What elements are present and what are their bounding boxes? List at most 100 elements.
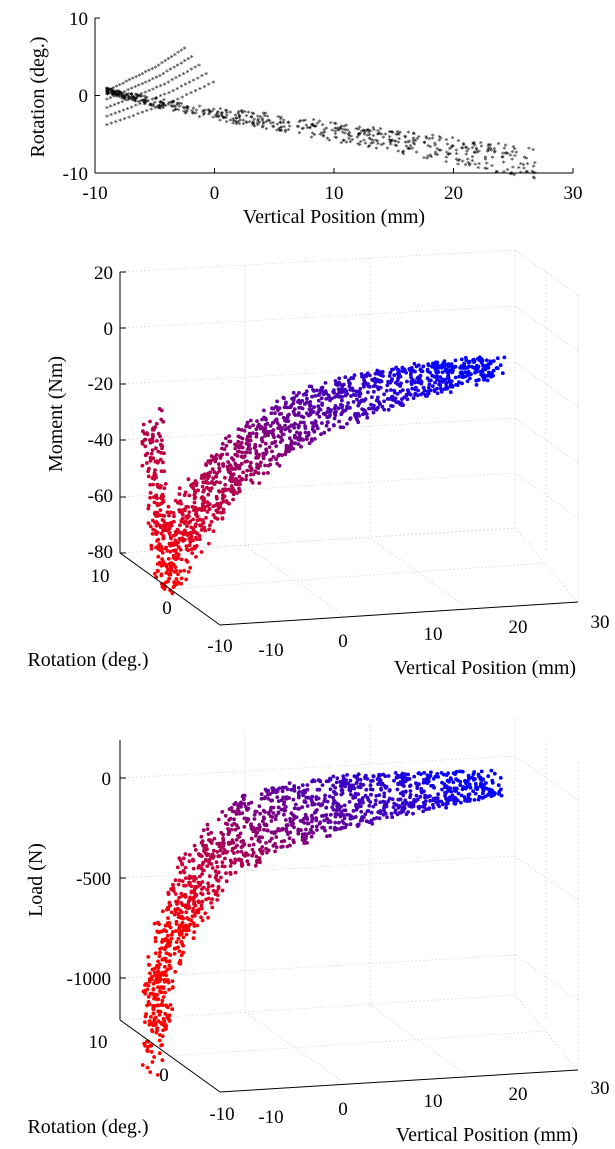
plot2-point: [156, 537, 161, 542]
plot1-point: *: [433, 142, 437, 151]
plot2-point: [468, 372, 473, 376]
plot3-point: [181, 924, 186, 929]
plot1-point: *: [449, 144, 453, 153]
plot2-point: [209, 519, 214, 524]
plot2-point: [312, 405, 316, 409]
plot3-point: [465, 799, 469, 803]
plot2-point: [304, 392, 308, 397]
plot1-point: *: [409, 143, 413, 152]
plot3-point: [423, 795, 427, 800]
plot1-point: *: [374, 137, 378, 146]
plot2-point: [220, 452, 225, 457]
plot3-point: [242, 797, 246, 802]
plot3-point: [158, 947, 163, 951]
plot1-point: *: [122, 95, 126, 104]
plot3-point: [369, 810, 374, 815]
plot3-point: [199, 915, 203, 920]
plot3-point: [149, 1050, 154, 1054]
plot2-point: [315, 388, 319, 393]
plot1-point: *: [172, 103, 176, 112]
plot3-point: [385, 815, 389, 820]
plot1-point: *: [207, 107, 211, 116]
plot2-point: [155, 522, 160, 526]
plot2-point: [439, 389, 444, 394]
plot3-point: [314, 824, 319, 829]
plot1-point: *: [133, 97, 137, 106]
plot2-point: [248, 418, 253, 423]
plot3-point: [435, 772, 440, 776]
plot1-point: *: [120, 98, 124, 107]
plot2-point: [179, 576, 184, 581]
plot2-point: [182, 521, 187, 526]
plot1-point: *: [532, 175, 536, 184]
plot3-point: [172, 946, 177, 951]
plot3-point: [282, 800, 287, 805]
plot2-point: [498, 363, 503, 368]
plot2-point: [438, 375, 443, 379]
plot3-point: [412, 797, 417, 802]
plot3-point: [215, 865, 220, 869]
plot1-point: *: [111, 84, 115, 93]
plot3-point: [252, 813, 257, 817]
plot2-point: [177, 492, 182, 496]
plot3-point: [198, 881, 203, 885]
plot2-point: [199, 524, 204, 528]
plot3-point: [201, 828, 206, 832]
plot3-point: [168, 953, 173, 957]
plot2-point: [316, 398, 321, 403]
plot3-point: [178, 933, 182, 937]
plot3-point: [229, 860, 234, 865]
plot2-point: [160, 557, 165, 561]
plot3-z-axis-label: Load (N): [25, 843, 47, 917]
plot1-y-axis-label: Rotation (deg.): [27, 36, 49, 157]
plot3-point: [441, 772, 446, 777]
plot1-point: *: [395, 142, 399, 151]
plot1-point: *: [138, 92, 142, 101]
plot1-point: *: [455, 156, 459, 165]
plot3-point: [361, 800, 365, 805]
plot1-point: *: [380, 131, 384, 140]
plot3-point: [181, 856, 186, 861]
plot2-point: [229, 473, 234, 478]
plot3-point: [173, 892, 178, 896]
plot1-points: ****************************************…: [105, 45, 537, 184]
plot1-point: *: [426, 142, 430, 151]
plot2-point: [210, 480, 215, 485]
plot2-point: [283, 452, 287, 457]
plot1-point: *: [198, 103, 202, 112]
plot3-point: [338, 784, 343, 788]
plot1-point: *: [136, 92, 140, 101]
plot3-point: [267, 811, 271, 816]
plot1-point: *: [251, 110, 255, 119]
plot3-point: [171, 889, 176, 893]
plot2-point: [202, 504, 207, 509]
plot1-point: *: [105, 85, 109, 94]
plot3-point: [338, 805, 342, 810]
plot3-point: [160, 957, 165, 962]
plot3-point: [475, 787, 480, 792]
plot2-point: [313, 394, 318, 398]
plot3-point: [363, 812, 368, 817]
plot2-point: [430, 384, 435, 388]
plot3-point: [153, 973, 158, 978]
plot2-point: [220, 489, 225, 494]
plot2-point: [415, 393, 420, 398]
plot1-point: *: [501, 150, 505, 159]
plot3-point: [375, 777, 380, 782]
plot3-point: [269, 805, 273, 810]
plot3-point: [178, 923, 182, 928]
plot1-point: *: [108, 90, 112, 99]
plot3-point: [233, 827, 238, 832]
plot1-point: *: [504, 150, 508, 159]
plot1-point: *: [485, 165, 489, 174]
plot3-point: [149, 991, 154, 996]
plot1-point: *: [172, 98, 176, 107]
plot3-point: [152, 966, 157, 971]
plot2-point: [375, 368, 380, 373]
plot3-point: [179, 914, 184, 919]
plot3-point: [323, 793, 327, 798]
plot1-point: *: [310, 122, 314, 131]
plot3-point: [143, 991, 148, 996]
plot2-point: [171, 511, 176, 515]
plot3-point: [332, 827, 337, 832]
